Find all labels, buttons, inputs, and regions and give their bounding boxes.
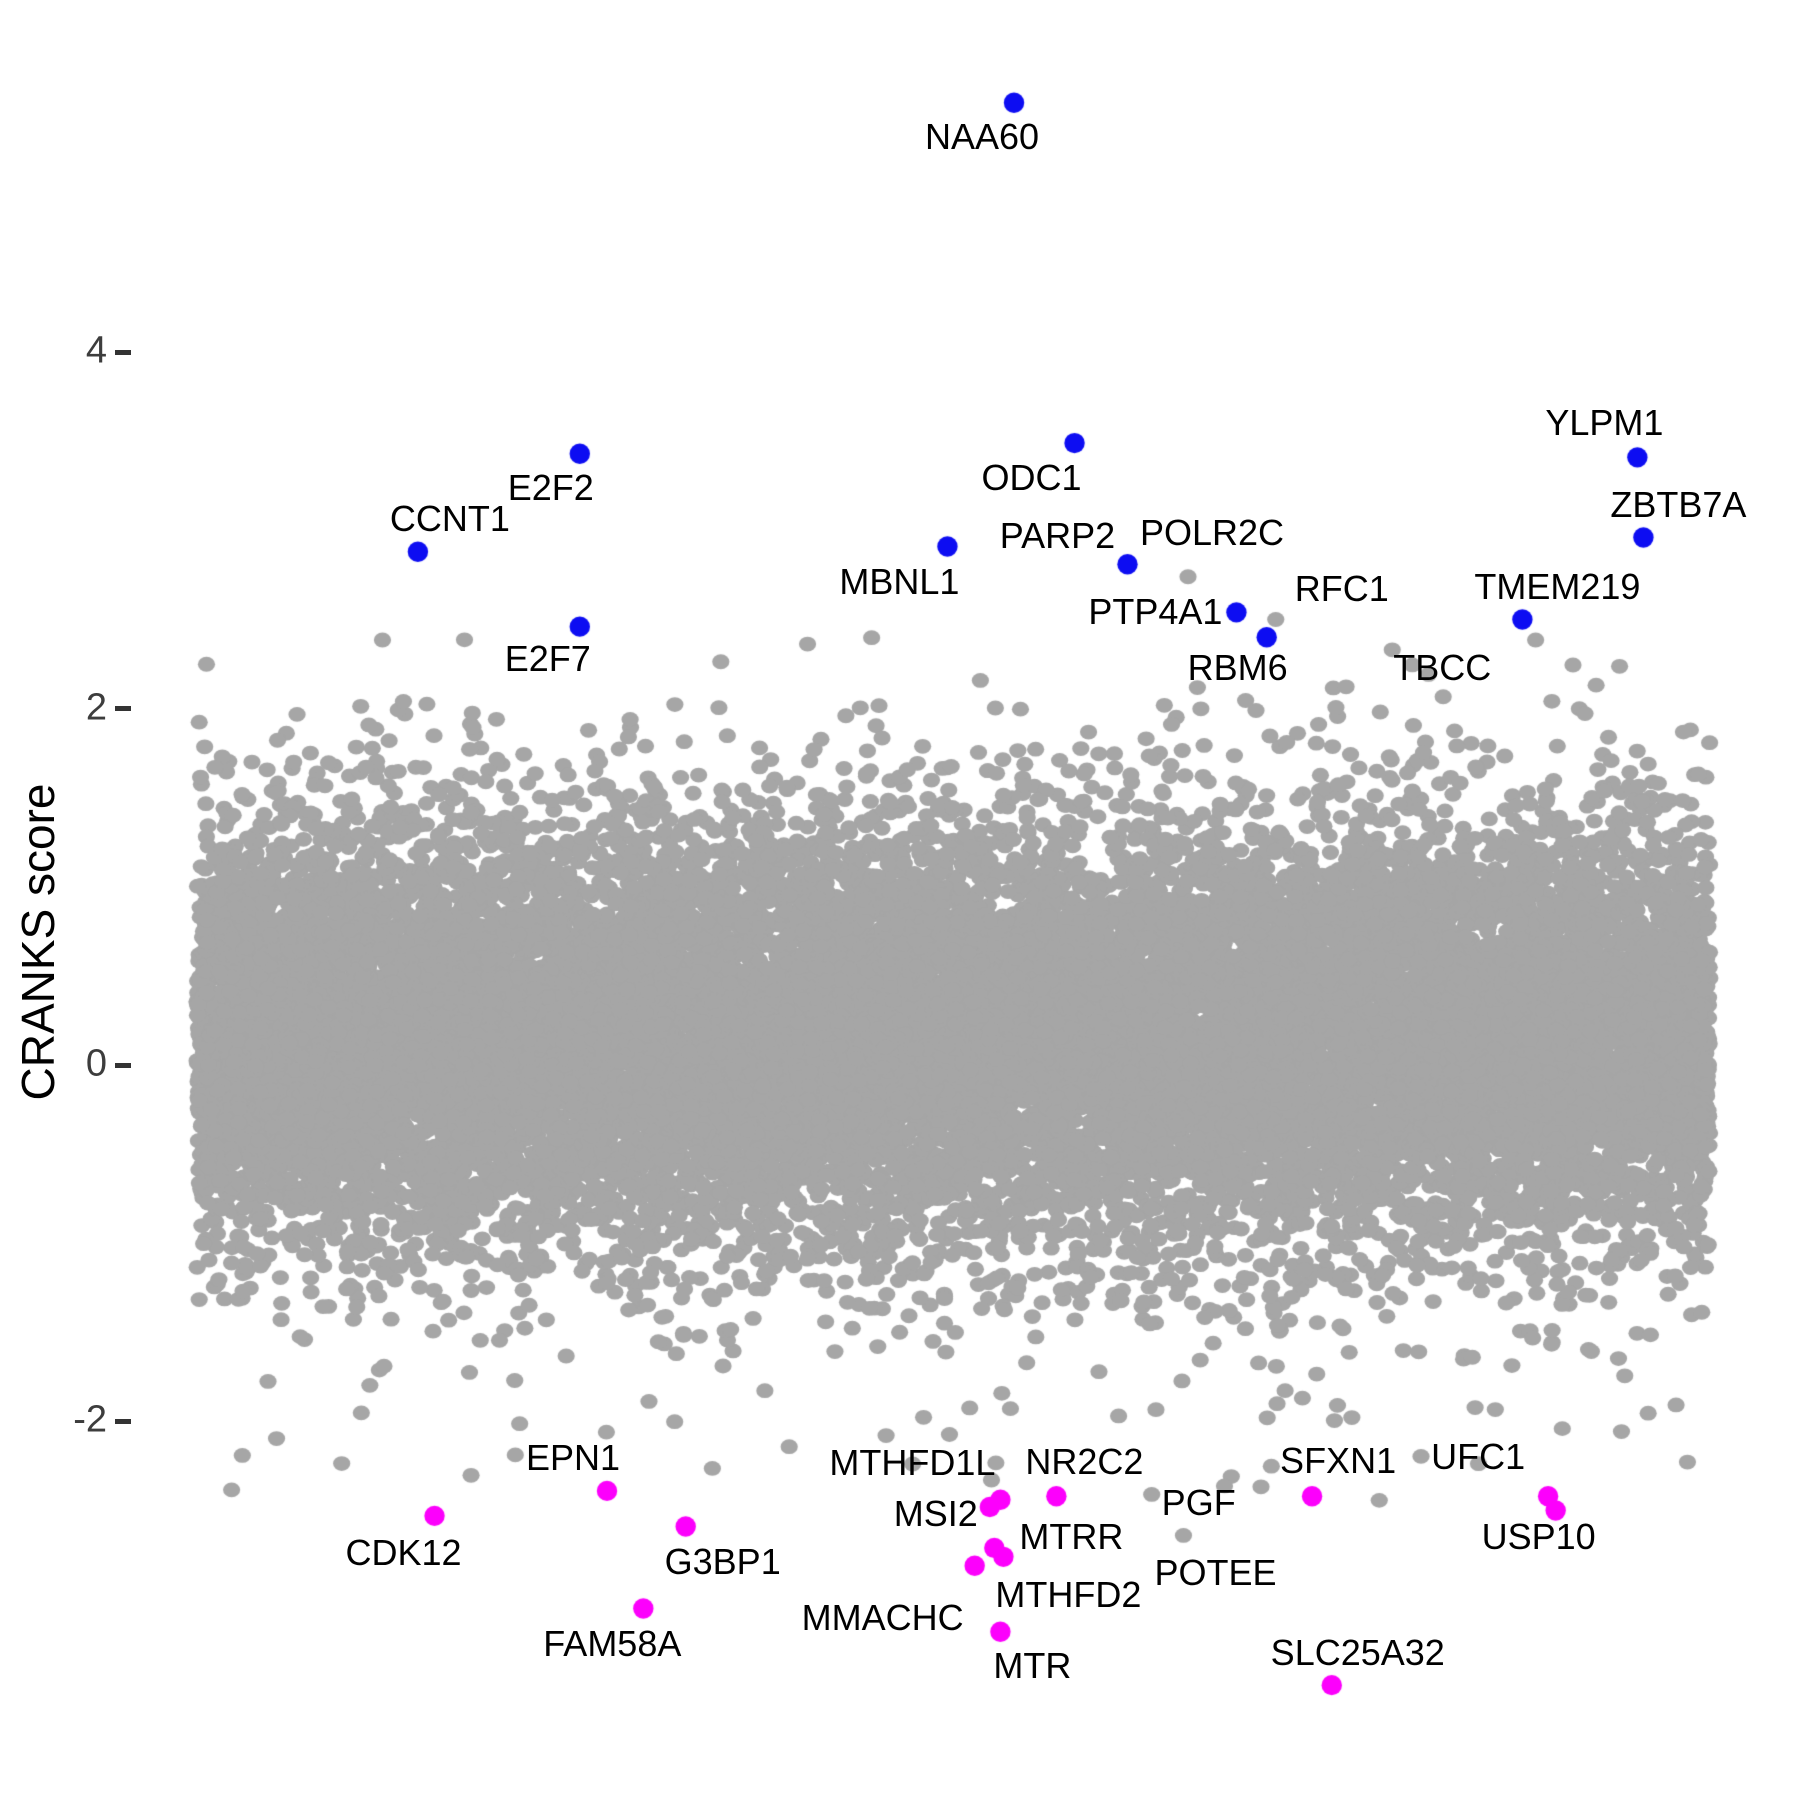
gene-label-potee: POTEE xyxy=(1154,1552,1277,1594)
gene-label-e2f2: E2F2 xyxy=(507,466,594,508)
gene-label-g3bp1: G3BP1 xyxy=(664,1540,781,1582)
gene-label-mtrr: MTRR xyxy=(1019,1515,1124,1557)
gene-label-fam58a: FAM58A xyxy=(543,1622,682,1664)
gene-label-naa60: NAA60 xyxy=(924,115,1040,157)
y-tick-label--2: -2 xyxy=(73,1399,107,1442)
gene-label-mmachc: MMACHC xyxy=(801,1596,964,1638)
gene-label-mbnl1: MBNL1 xyxy=(839,561,960,603)
gene-label-mthfd1l: MTHFD1L xyxy=(829,1441,996,1483)
gene-label-ylpm1: YLPM1 xyxy=(1545,402,1664,444)
y-tick-mark xyxy=(115,1062,131,1068)
gene-label-msi2: MSI2 xyxy=(893,1492,978,1534)
gene-label-ufc1: UFC1 xyxy=(1431,1436,1526,1478)
gene-label-ccnt1: CCNT1 xyxy=(389,497,510,539)
gene-label-sfxn1: SFXN1 xyxy=(1280,1440,1397,1482)
gene-label-zbtb7a: ZBTB7A xyxy=(1610,483,1747,525)
y-tick-label-4: 4 xyxy=(85,329,107,372)
gene-label-pgf: PGF xyxy=(1161,1482,1236,1524)
gene-label-epn1: EPN1 xyxy=(525,1436,621,1478)
y-tick-mark xyxy=(115,1418,131,1424)
gene-label-mtr: MTR xyxy=(993,1644,1072,1686)
gene-label-ptp4a1: PTP4A1 xyxy=(1088,591,1223,633)
y-tick-label-2: 2 xyxy=(85,686,107,729)
gene-label-odc1: ODC1 xyxy=(981,457,1082,499)
gene-label-parp2: PARP2 xyxy=(999,515,1116,557)
gene-label-slc25a32: SLC25A32 xyxy=(1270,1632,1445,1674)
y-tick-mark xyxy=(115,349,131,355)
gene-label-e2f7: E2F7 xyxy=(504,637,591,679)
gene-label-cdk12: CDK12 xyxy=(345,1531,462,1573)
gene-label-polr2c: POLR2C xyxy=(1139,511,1285,553)
gene-label-rfc1: RFC1 xyxy=(1294,567,1389,609)
y-tick-mark xyxy=(115,706,131,712)
gene-label-mthfd2: MTHFD2 xyxy=(995,1573,1142,1615)
gene-label-usp10: USP10 xyxy=(1481,1515,1596,1557)
gene-label-nr2c2: NR2C2 xyxy=(1025,1441,1144,1483)
y-tick-label-0: 0 xyxy=(85,1042,107,1085)
gene-label-tmem219: TMEM219 xyxy=(1474,565,1641,607)
gene-label-tbcc: TBCC xyxy=(1393,646,1492,688)
gene-label-rbm6: RBM6 xyxy=(1187,647,1288,689)
